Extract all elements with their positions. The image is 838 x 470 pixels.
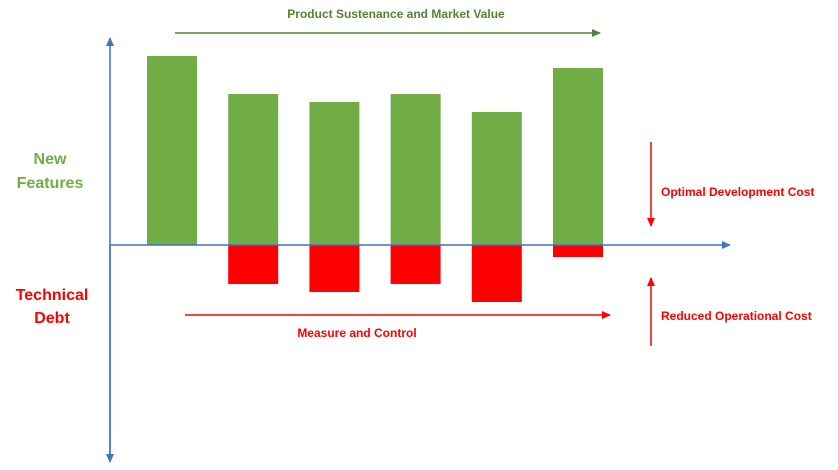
- technical-debt-label-line2: Debt: [34, 310, 70, 327]
- top-arrow-label: Product Sustenance and Market Value: [287, 7, 505, 21]
- right-lower-label: Reduced Operational Cost: [661, 309, 812, 323]
- feature-bar-1: [147, 56, 197, 245]
- bottom-arrow-label: Measure and Control: [297, 326, 416, 340]
- feature-bar-6: [553, 68, 603, 245]
- debt-bar-3: [309, 245, 360, 292]
- new-features-label-line2: Features: [17, 175, 84, 192]
- debt-bar-2: [228, 245, 279, 284]
- new-features-label-line1: New: [34, 151, 67, 168]
- debt-bar-6: [553, 245, 603, 257]
- bars-group: [147, 56, 603, 302]
- feature-bar-2: [228, 94, 279, 245]
- feature-bar-5: [471, 112, 522, 245]
- right-upper-label: Optimal Development Cost: [661, 185, 814, 199]
- feature-bar-3: [309, 102, 360, 245]
- feature-bar-4: [390, 94, 441, 245]
- debt-bar-4: [390, 245, 441, 284]
- debt-bar-5: [471, 245, 522, 302]
- technical-debt-label-line1: Technical: [16, 287, 89, 304]
